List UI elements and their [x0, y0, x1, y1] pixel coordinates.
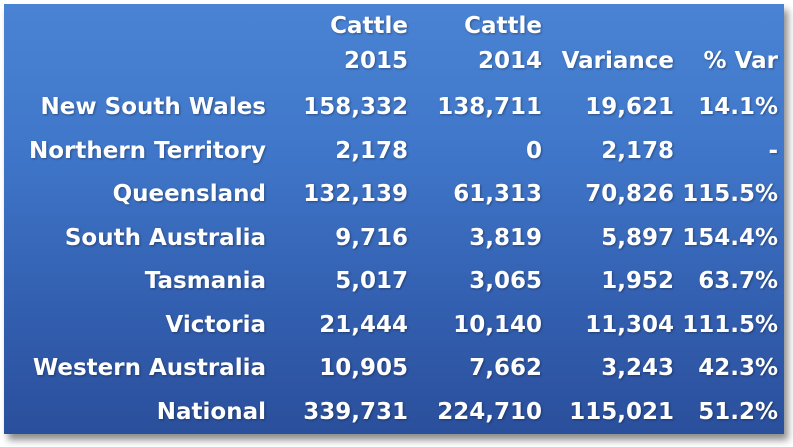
pct-var-cell: 14.1%	[698, 94, 778, 121]
cattle-2015-cell: 10,905	[319, 355, 408, 382]
cattle-2014-cell: 10,140	[453, 311, 542, 338]
variance-cell: 5,897	[601, 224, 674, 251]
pct-var-cell: 111.5%	[682, 311, 778, 338]
table-row: Victoria 21,444 10,140 11,304 111.5%	[4, 304, 782, 348]
cattle-table: Cattle 2015 Cattle 2014 Variance % Var N…	[4, 4, 782, 434]
cattle-2015-cell: 132,139	[303, 181, 408, 208]
cattle-2015-cell: 21,444	[319, 311, 408, 338]
cattle-2014-cell: 0	[525, 137, 542, 164]
variance-cell: 3,243	[601, 355, 674, 382]
header-variance: Variance	[561, 48, 674, 75]
region-cell: Tasmania	[144, 268, 266, 295]
variance-cell: 115,021	[569, 398, 674, 425]
table-row: Queensland 132,139 61,313 70,826 115.5%	[4, 173, 782, 217]
table-header-row: Cattle 2015 Cattle 2014 Variance % Var	[4, 4, 782, 86]
cattle-2014-cell: 3,819	[469, 224, 542, 251]
table-row: Tasmania 5,017 3,065 1,952 63.7%	[4, 260, 782, 304]
region-cell: National	[156, 398, 266, 425]
pct-var-cell: 154.4%	[682, 224, 778, 251]
header-pct-var: % Var	[703, 48, 778, 75]
header-cattle-2014-line2: 2014	[477, 48, 542, 75]
pct-var-cell: 115.5%	[682, 181, 778, 208]
cattle-2015-cell: 5,017	[335, 268, 408, 295]
cattle-2014-cell: 224,710	[437, 398, 542, 425]
table-row: New South Wales 158,332 138,711 19,621 1…	[4, 86, 782, 130]
pct-var-cell: -	[768, 137, 778, 164]
table-row: Northern Territory 2,178 0 2,178 -	[4, 130, 782, 174]
cattle-2014-cell: 61,313	[453, 181, 542, 208]
cattle-2015-cell: 9,716	[335, 224, 408, 251]
region-cell: Victoria	[165, 311, 266, 338]
pct-var-cell: 51.2%	[698, 398, 778, 425]
table-row: South Australia 9,716 3,819 5,897 154.4%	[4, 217, 782, 261]
table-row-national-total: National 339,731 224,710 115,021 51.2%	[4, 391, 782, 435]
pct-var-cell: 63.7%	[698, 268, 778, 295]
cattle-2014-cell: 138,711	[437, 94, 542, 121]
variance-cell: 11,304	[585, 311, 674, 338]
cattle-2014-cell: 7,662	[469, 355, 542, 382]
region-cell: New South Wales	[40, 94, 266, 121]
region-cell: South Australia	[64, 224, 266, 251]
cattle-2015-cell: 158,332	[303, 94, 408, 121]
header-cattle-2015-line2: 2015	[343, 48, 408, 75]
region-cell: Northern Territory	[28, 137, 266, 164]
header-region	[4, 4, 270, 86]
region-cell: Western Australia	[32, 355, 266, 382]
cattle-2015-cell: 2,178	[335, 137, 408, 164]
variance-cell: 70,826	[585, 181, 674, 208]
region-cell: Queensland	[112, 181, 266, 208]
header-cattle-2014: Cattle 2014	[412, 4, 546, 86]
variance-cell: 2,178	[601, 137, 674, 164]
header-cattle-2015: Cattle 2015	[270, 4, 412, 86]
table-row: Western Australia 10,905 7,662 3,243 42.…	[4, 347, 782, 391]
header-cattle-2015-line1: Cattle	[330, 12, 408, 39]
header-cattle-2014-line1: Cattle	[464, 12, 542, 39]
pct-var-cell: 42.3%	[698, 355, 778, 382]
variance-cell: 19,621	[585, 94, 674, 121]
cattle-table-panel: Cattle 2015 Cattle 2014 Variance % Var N…	[4, 4, 784, 434]
cattle-2014-cell: 3,065	[469, 268, 542, 295]
variance-cell: 1,952	[601, 268, 674, 295]
cattle-2015-cell: 339,731	[303, 398, 408, 425]
